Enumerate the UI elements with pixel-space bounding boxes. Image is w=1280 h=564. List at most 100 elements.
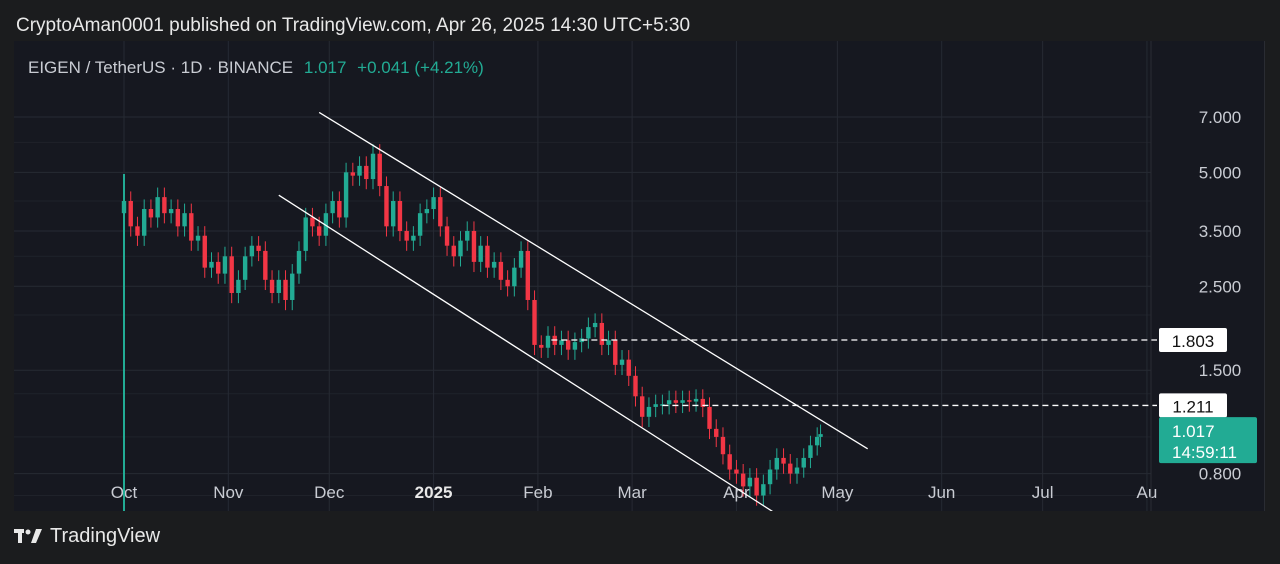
candle-body — [626, 359, 631, 376]
time-axis-label: Nov — [213, 483, 244, 502]
candle-body — [565, 340, 571, 350]
candle-body — [290, 273, 295, 300]
price-axis-label: 0.800 — [1199, 465, 1242, 484]
time-axis-label: Apr — [723, 483, 750, 502]
candle-body — [646, 406, 652, 417]
candle-body — [761, 484, 766, 496]
candle-body — [391, 201, 396, 227]
candle-body — [720, 436, 726, 455]
price-axis-label: 7.000 — [1199, 108, 1242, 127]
candle-body — [216, 261, 221, 274]
candle-body — [283, 279, 288, 300]
candle-body — [141, 209, 147, 236]
channel-trendline — [278, 194, 773, 511]
candle-body — [316, 226, 322, 236]
candle-body — [498, 261, 504, 280]
symbol-info: EIGEN / TetherUS · 1D · BINANCE 1.017 +0… — [28, 58, 484, 78]
level-tag-label: 1.803 — [1172, 332, 1215, 351]
time-axis-label: 2025 — [415, 483, 453, 502]
candle-body — [653, 404, 658, 407]
candle-body — [666, 400, 672, 405]
channel-trendline — [318, 111, 869, 450]
candle-body — [700, 398, 705, 407]
candle-body — [121, 201, 127, 214]
candle-body — [740, 473, 746, 487]
candle-body — [485, 245, 490, 268]
candle-body — [559, 340, 564, 345]
candle-body — [296, 250, 302, 274]
candle-body — [539, 344, 544, 348]
candle-body — [364, 165, 369, 180]
candle-body — [727, 454, 732, 470]
candle-body — [256, 245, 261, 251]
publisher-header: CryptoAman0001 published on TradingView.… — [16, 15, 691, 36]
candle-body — [673, 400, 679, 403]
candle-body — [350, 172, 356, 176]
price-chart[interactable]: 7.0005.0003.5002.5001.5000.8000.600OctNo… — [14, 41, 1264, 511]
candle-body — [310, 217, 315, 227]
candle-body — [693, 398, 699, 402]
footer-brand[interactable]: TradingView — [14, 524, 160, 548]
candle-body — [438, 197, 443, 227]
last-price-countdown: 14:59:11 — [1172, 443, 1237, 462]
candle-body — [586, 327, 591, 339]
candle-body — [687, 400, 692, 402]
candle-body — [263, 250, 268, 280]
price-axis-label: 1.500 — [1199, 361, 1242, 380]
candle-body — [343, 172, 349, 218]
candle-body — [202, 235, 207, 268]
candle-body — [162, 197, 167, 214]
candle-body — [465, 230, 470, 241]
candle-body — [249, 245, 255, 257]
candle-body — [269, 279, 275, 293]
candle-body — [404, 230, 409, 241]
time-axis-label: Dec — [314, 483, 345, 502]
candle-body — [532, 299, 537, 345]
candle-body — [505, 279, 510, 287]
candle-body — [357, 165, 362, 176]
candle-body — [545, 335, 551, 348]
candle-body — [747, 477, 753, 487]
candle-body — [633, 375, 638, 397]
candle-body — [155, 197, 160, 218]
candle-body — [814, 436, 820, 446]
candle-body — [431, 197, 436, 210]
candle-body — [734, 469, 739, 474]
price-axis-label: 5.000 — [1199, 163, 1242, 182]
time-axis-label: Jul — [1032, 483, 1054, 502]
candle-body — [491, 261, 497, 268]
candle-body — [478, 245, 483, 262]
candle-body — [774, 457, 780, 470]
candle-body — [175, 209, 181, 227]
chart-pane[interactable]: 7.0005.0003.5002.5001.5000.8000.600OctNo… — [14, 41, 1265, 511]
candle-body — [767, 469, 773, 485]
candle-body — [707, 406, 712, 429]
candle-body — [222, 256, 228, 274]
candle-body — [276, 279, 281, 293]
time-axis-label: May — [821, 483, 854, 502]
candle-body — [788, 463, 793, 474]
candle-body — [229, 256, 234, 293]
candle-body — [592, 322, 598, 328]
candle-body — [808, 445, 813, 458]
candle-body — [444, 226, 450, 246]
time-axis-label: Feb — [523, 483, 552, 502]
price-axis-label: 2.500 — [1199, 277, 1242, 296]
candle-body — [451, 245, 456, 257]
candle-body — [572, 342, 578, 350]
price-axis-label: 3.500 — [1199, 222, 1242, 241]
candle-body — [781, 457, 786, 464]
candle-body — [818, 434, 823, 437]
level-tag — [1159, 328, 1227, 353]
candle-body — [236, 279, 241, 293]
candle-body — [330, 201, 335, 214]
last-price-tag — [1159, 417, 1257, 464]
candle-body — [377, 153, 382, 187]
tradingview-logo-icon — [14, 529, 42, 543]
candle-body — [195, 235, 201, 241]
candle-body — [209, 261, 214, 268]
candle-body — [323, 213, 329, 236]
candle-body — [417, 213, 423, 236]
candle-body — [168, 209, 174, 214]
candle-body — [424, 209, 430, 214]
